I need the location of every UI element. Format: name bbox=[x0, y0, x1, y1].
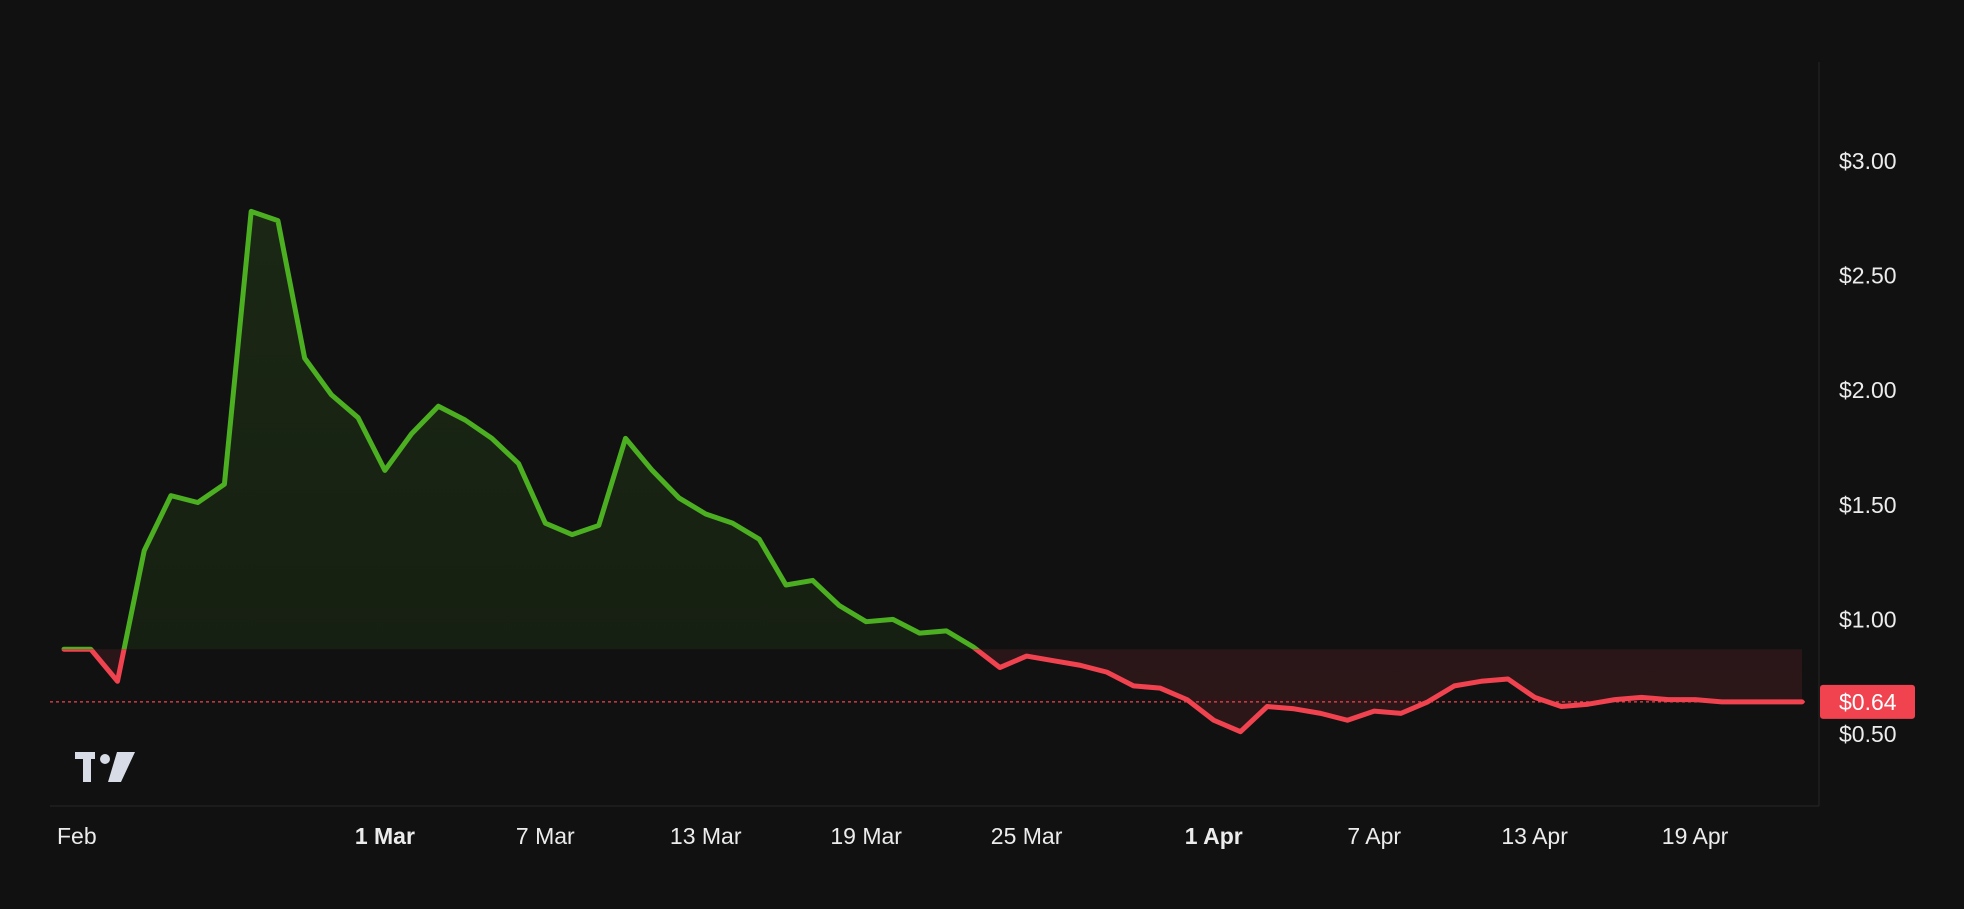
tradingview-logo-icon[interactable] bbox=[75, 752, 135, 782]
last-price-tag-label: $0.64 bbox=[1839, 689, 1897, 715]
x-tick-label: 19 Apr bbox=[1662, 823, 1729, 849]
y-tick-label: $3.00 bbox=[1839, 148, 1897, 174]
time-axis[interactable]: Feb 1 Mar 7 Mar 13 Mar 19 Mar 25 Mar 1 Apr 7 Ap… bbox=[57, 823, 1729, 849]
price-axis[interactable]: $0.50 $1.00 $1.50 $2.00 $2.50 $3.00 bbox=[1839, 148, 1897, 747]
x-tick-label: 25 Mar bbox=[991, 823, 1063, 849]
last-price-tag-background bbox=[1820, 684, 1915, 719]
y-tick-label: $1.50 bbox=[1839, 492, 1897, 518]
x-tick-label: 1 Apr bbox=[1185, 823, 1243, 849]
area-fill-up bbox=[64, 211, 1802, 650]
x-tick-label: 7 Apr bbox=[1347, 823, 1401, 849]
x-tick-label: 19 Mar bbox=[830, 823, 902, 849]
last-price-tag: $0.64 bbox=[1820, 684, 1915, 719]
price-line-down bbox=[61, 649, 1805, 735]
y-tick-label: $2.50 bbox=[1839, 263, 1897, 289]
y-tick-label: $1.00 bbox=[1839, 606, 1897, 632]
area-fills bbox=[64, 211, 1802, 732]
y-tick-label: $0.50 bbox=[1839, 721, 1897, 747]
y-tick-label: $2.00 bbox=[1839, 377, 1897, 403]
x-tick-label: 13 Apr bbox=[1501, 823, 1568, 849]
x-tick-label: Feb bbox=[57, 823, 97, 849]
area-fill-down bbox=[90, 649, 1802, 732]
x-tick-label: 13 Mar bbox=[670, 823, 742, 849]
x-tick-label: 1 Mar bbox=[355, 823, 415, 849]
price-line-segments bbox=[61, 208, 1805, 735]
x-tick-label: 7 Mar bbox=[516, 823, 575, 849]
price-line-up bbox=[61, 208, 981, 650]
